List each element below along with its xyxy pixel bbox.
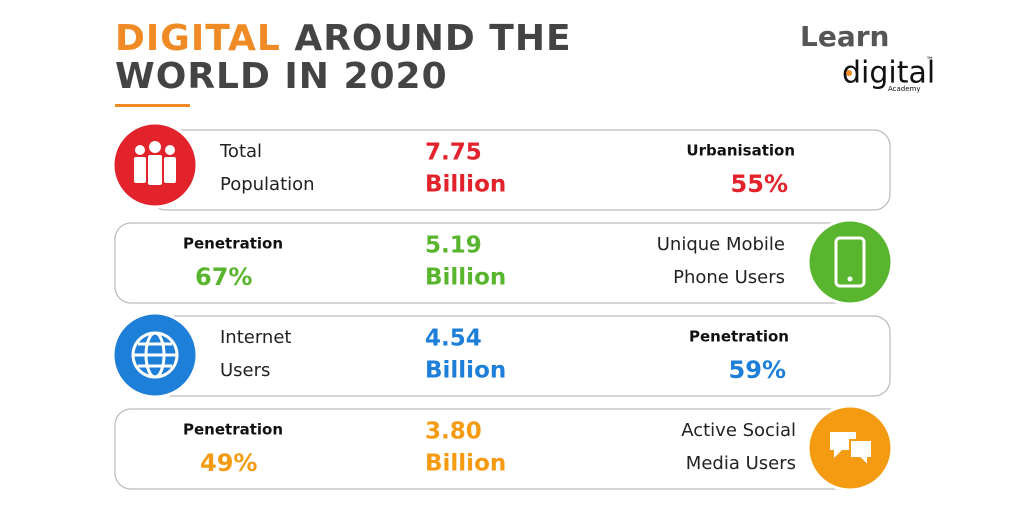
title-line: WORLD IN 2020: [115, 56, 448, 97]
title: DIGITAL AROUND THE: [115, 18, 572, 59]
logo-academy: Academy: [888, 85, 921, 93]
row-value: 7.75: [425, 140, 482, 166]
row-value: Billion: [425, 451, 506, 477]
logo-dot: [846, 70, 852, 76]
row-label: Population: [220, 174, 315, 195]
title-highlight: DIGITAL: [115, 18, 281, 59]
row-value: Billion: [425, 265, 506, 291]
logo-learn: Learn: [800, 20, 889, 53]
stat-value: 55%: [731, 170, 788, 198]
stat-label: Penetration: [183, 421, 283, 439]
row-label: Total: [219, 141, 262, 162]
icon-mobile: [806, 218, 894, 306]
row-label: Media Users: [686, 453, 796, 474]
stat-value: 67%: [195, 263, 252, 291]
title-underline: [115, 104, 190, 107]
row-value: Billion: [425, 358, 506, 384]
row-label: Users: [220, 360, 270, 381]
row-label: Unique Mobile: [657, 234, 785, 255]
icon-internet: [111, 311, 199, 399]
icon-population: [111, 121, 199, 209]
logo-tm: ™: [926, 56, 934, 65]
icon-social: [806, 404, 894, 492]
stat-value: 49%: [200, 449, 257, 477]
row-value: 5.19: [425, 233, 482, 259]
logo-digital: digital: [842, 56, 935, 91]
row-value: 4.54: [425, 326, 482, 352]
row-value: 3.80: [425, 419, 482, 445]
stat-label: Penetration: [183, 235, 283, 253]
stat-label: Penetration: [689, 328, 789, 346]
row-value: Billion: [425, 172, 506, 198]
row-label: Phone Users: [673, 267, 785, 288]
row-label: Active Social: [681, 420, 796, 441]
stat-value: 59%: [729, 356, 786, 384]
stat-label: Urbanisation: [686, 142, 795, 160]
title-rest: AROUND THE: [294, 18, 571, 59]
row-label: Internet: [220, 327, 291, 348]
